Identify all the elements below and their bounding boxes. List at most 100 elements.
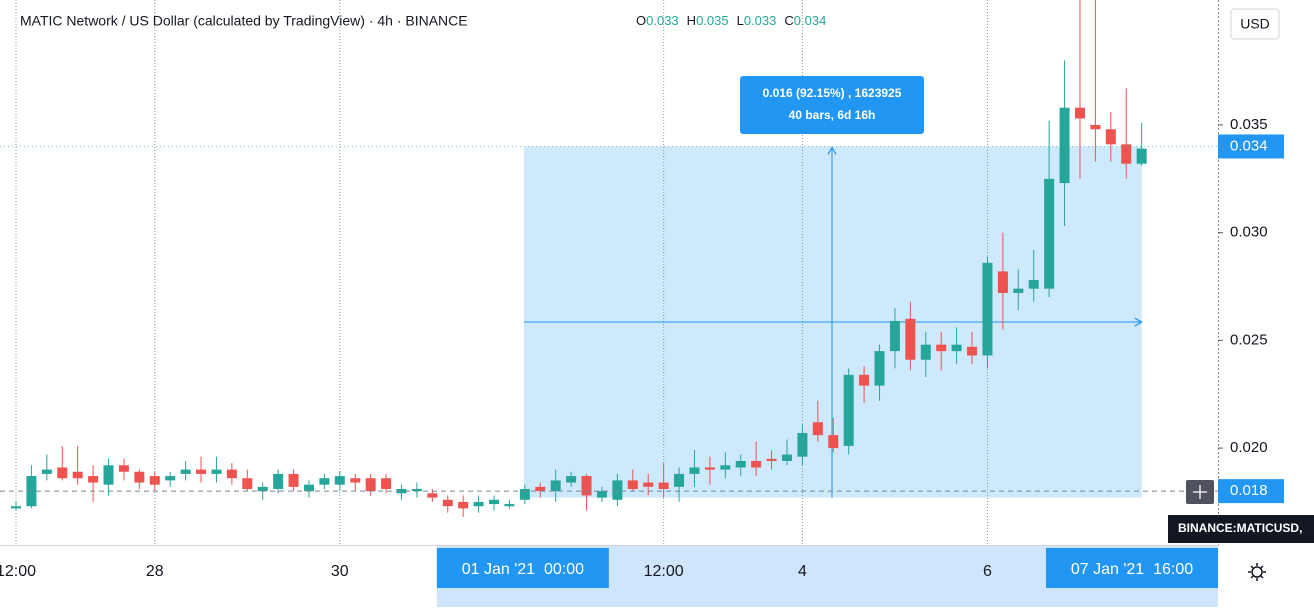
candle-body: [1136, 148, 1147, 164]
add-icon[interactable]: [1193, 485, 1207, 499]
settings-icon[interactable]: [1248, 563, 1266, 581]
ohlc-key: L: [737, 13, 744, 28]
candle-body: [1090, 124, 1101, 130]
candle-body: [211, 469, 222, 474]
x-tick-label: 12:00: [644, 563, 684, 580]
y-tick-label: 0.025: [1230, 331, 1268, 348]
candle-body: [442, 499, 453, 507]
ohlc-value: 0.034: [794, 13, 827, 28]
candle-body: [982, 262, 993, 356]
candle-body: [350, 478, 361, 483]
candle-body: [257, 486, 268, 492]
candle-body: [196, 469, 207, 474]
candle-body: [566, 476, 577, 483]
candle-body: [612, 480, 623, 500]
candle-body: [365, 478, 376, 492]
candle-body: [967, 346, 978, 356]
candle-body: [874, 351, 885, 386]
candle-body: [165, 476, 176, 481]
candle-body: [334, 476, 345, 485]
candle-body: [242, 478, 253, 489]
candle-body: [889, 320, 900, 352]
last-price-box: [1218, 134, 1284, 159]
candle-body: [288, 473, 299, 487]
x-label-box: [436, 548, 609, 588]
candle-body: [1105, 129, 1116, 145]
ohlc-value: 0.033: [744, 13, 777, 28]
measure-text: 40 bars, 6d 16h: [789, 108, 876, 122]
candle-body: [596, 491, 607, 498]
last-price-label: 0.034: [1230, 137, 1268, 154]
candle-body: [118, 465, 129, 472]
candle-body: [1013, 288, 1024, 293]
chart-title: MATIC Network / US Dollar (calculated by…: [20, 13, 468, 29]
candle-body: [57, 467, 68, 479]
candle-body: [782, 454, 792, 461]
candle-body: [643, 482, 654, 487]
ohlc-key: O: [636, 13, 646, 28]
candle-body: [134, 471, 145, 483]
candle-body: [396, 488, 407, 494]
candle-body: [381, 478, 392, 489]
candle-body: [41, 469, 52, 474]
measure-text: 0.016 (92.15%) , 1623925: [763, 86, 902, 100]
candle-body: [103, 465, 114, 485]
candle-body: [812, 422, 823, 436]
candle-body: [149, 476, 160, 485]
candle-body: [88, 476, 99, 483]
y-tick-label: 0.035: [1230, 116, 1268, 133]
candle-body: [72, 471, 83, 479]
x-tick-label: 01 Jan '21 00:00: [462, 561, 584, 578]
y-tick-label: 0.030: [1230, 224, 1268, 241]
candle-body: [581, 476, 592, 496]
candle-body: [920, 344, 931, 360]
crosshair-box: [1218, 479, 1284, 504]
candle-body: [936, 344, 947, 352]
candle-body: [997, 271, 1008, 293]
candle-body: [11, 506, 21, 509]
x-tick-label: 28: [146, 563, 164, 580]
candle-body: [458, 501, 469, 509]
x-tick-label: 07 Jan '21 16:00: [1071, 561, 1193, 578]
candle-body: [843, 374, 854, 446]
candle-body: [766, 458, 777, 461]
ohlc-header: O0.033 H0.035 L0.033 C0.034: [636, 13, 826, 28]
candle-body: [859, 374, 870, 386]
candle-body: [951, 344, 962, 352]
x-tick-label: 30: [331, 563, 349, 580]
ohlc-key: H: [687, 13, 696, 28]
x-label-box: [1046, 548, 1218, 588]
candle-body: [1059, 107, 1070, 184]
candle-body: [704, 467, 715, 470]
currency-button[interactable]: [1230, 8, 1280, 40]
candle-body: [1121, 144, 1132, 164]
symbol-tooltip-box: [1168, 515, 1314, 543]
candle-body: [797, 432, 808, 457]
candle-body: [735, 460, 746, 468]
y-tick-label: 0.020: [1230, 439, 1268, 456]
currency-label[interactable]: USD: [1240, 16, 1270, 32]
candle-body: [489, 499, 500, 505]
price-axis: [1218, 0, 1314, 545]
measure-tooltip: [740, 76, 924, 134]
candle-body: [303, 484, 314, 492]
candle-body: [319, 478, 330, 485]
x-tick-label: 12:00: [0, 563, 36, 580]
candle-body: [535, 486, 546, 492]
candle-body: [828, 435, 839, 449]
symbol-tooltip: BINANCE:MATICUSD,: [1178, 521, 1302, 535]
x-tick-label: 4: [798, 563, 807, 580]
ohlc-key: C: [784, 13, 793, 28]
candle-body: [1044, 178, 1055, 289]
candle-body: [658, 482, 669, 489]
candle-body: [751, 460, 762, 468]
candle-body: [720, 465, 731, 470]
candle-body: [273, 473, 284, 489]
candle-body: [427, 493, 438, 498]
ohlc-value: 0.035: [696, 13, 729, 28]
candle-body: [411, 488, 422, 492]
candle-body: [180, 469, 191, 474]
candle-body: [1028, 280, 1039, 289]
ohlc-value: 0.033: [646, 13, 679, 28]
candle-body: [226, 469, 237, 479]
